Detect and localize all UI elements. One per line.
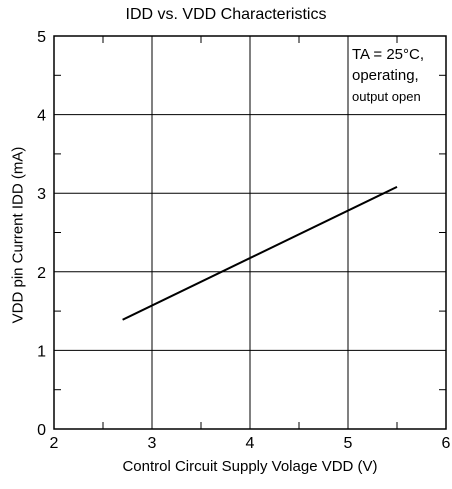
y-tick-label: 1 (37, 343, 46, 360)
x-tick-label: 5 (344, 435, 353, 452)
x-tick-label: 3 (148, 435, 157, 452)
grid-lines (54, 36, 446, 429)
x-tick-label: 2 (50, 435, 59, 452)
tick-marks (54, 36, 446, 429)
chart-title: IDD vs. VDD Characteristics (125, 6, 327, 23)
y-tick-label: 0 (37, 422, 46, 439)
y-tick-label: 3 (37, 186, 46, 203)
annotation-line-3: output open (352, 89, 421, 104)
y-tick-labels: 0 1 2 3 4 5 (37, 29, 46, 439)
series-line (122, 186, 398, 321)
x-tick-label: 6 (442, 435, 451, 452)
conditions-annotation: TA = 25°C, operating, output open (352, 44, 424, 107)
series-group (122, 186, 398, 321)
y-axis-label: VDD pin Current IDD (mA) (9, 146, 27, 324)
x-tick-label: 4 (246, 435, 255, 452)
y-tick-label: 4 (37, 108, 46, 125)
annotation-line-1: TA = 25°C, (352, 46, 425, 63)
x-axis-label: Control Circuit Supply Volage VDD (V) (122, 458, 378, 475)
y-tick-label: 2 (37, 265, 46, 282)
annotation-line-2: operating, (352, 67, 419, 84)
y-tick-label: 5 (37, 29, 46, 46)
x-tick-labels: 2 3 4 5 6 (50, 435, 451, 452)
